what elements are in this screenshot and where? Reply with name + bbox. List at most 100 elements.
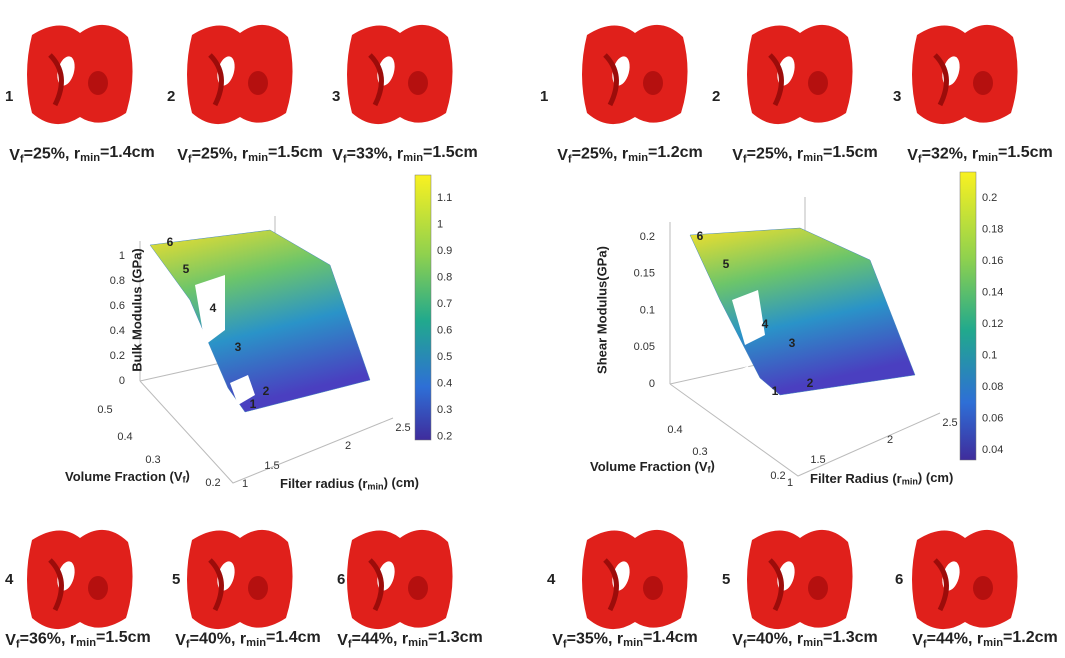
x-tick-label: 0.4	[667, 424, 682, 436]
image-number: 6	[337, 571, 345, 588]
image-caption: Vf=44%, rmin=1.2cm	[912, 629, 1058, 650]
image-caption: Vf=32%, rmin=1.5cm	[907, 144, 1053, 165]
surface-hole	[195, 275, 225, 345]
image-caption: Vf=25%, rmin=1.2cm	[557, 144, 703, 165]
text-segment: Filter Radius (r	[810, 471, 902, 486]
structure-body	[187, 529, 293, 630]
z-tick-label: 0	[649, 378, 655, 390]
structure-shade	[768, 558, 784, 612]
image-caption: Vf=40%, rmin=1.4cm	[175, 629, 321, 650]
structure-hole	[248, 71, 268, 95]
text-segment: =1.4cm	[643, 629, 698, 646]
text-segment: =25%, r	[747, 146, 803, 163]
image-number: 6	[895, 571, 903, 588]
z-tick-label: 0.2	[640, 231, 655, 243]
subscript: f	[188, 153, 192, 165]
subscript: min	[248, 152, 268, 164]
structure-image	[912, 529, 1018, 630]
structure-image	[187, 529, 293, 630]
structure-shade	[48, 558, 64, 612]
structure-image	[187, 24, 293, 125]
structure-body	[27, 24, 133, 125]
colorbar-tick-label: 0.08	[982, 381, 1003, 393]
structure-shade	[48, 53, 64, 107]
text-segment: =1.5cm	[998, 144, 1053, 161]
colorbar-tick-label: 0.14	[982, 286, 1003, 298]
subscript: min	[76, 637, 96, 649]
text-segment: =44%, r	[927, 631, 983, 648]
x-tick-label: 0.5	[97, 404, 112, 416]
subscript: f	[348, 638, 352, 650]
structure-hole	[808, 576, 828, 600]
subscript: f	[183, 475, 187, 485]
text-segment: V	[175, 632, 186, 649]
structure-body	[912, 529, 1018, 630]
y-tick-label: 1.5	[264, 460, 279, 472]
structure-body	[27, 529, 133, 630]
point-label: 1	[250, 397, 257, 411]
text-segment: Filter radius (r	[280, 476, 367, 491]
surface	[149, 229, 371, 413]
text-segment: V	[557, 147, 568, 164]
subscript: f	[743, 153, 747, 165]
colorbar-tick-label: 0.16	[982, 255, 1003, 267]
structure-shade	[603, 558, 619, 612]
y-tick-label: 2.5	[395, 422, 410, 434]
structure-body	[747, 529, 853, 630]
z-tick-label: 0.4	[110, 325, 125, 337]
image-number: 1	[540, 88, 548, 105]
subscript: f	[918, 153, 922, 165]
text-segment: =1.4cm	[100, 144, 155, 161]
point-label: 6	[167, 235, 174, 249]
structure-image	[582, 529, 688, 630]
image-caption: Vf=40%, rmin=1.3cm	[732, 629, 878, 650]
subscript: f	[563, 638, 567, 650]
structure-hole	[808, 71, 828, 95]
subscript: min	[628, 152, 648, 164]
structure-body	[582, 529, 688, 630]
image-caption: Vf=25%, rmin=1.5cm	[177, 144, 323, 165]
subscript: min	[803, 152, 823, 164]
structure-shade	[208, 53, 224, 107]
structure-shade	[208, 558, 224, 612]
x-tick-label: 0.4	[117, 431, 132, 443]
point-label: 4	[210, 301, 217, 315]
structure-shade	[933, 558, 949, 612]
colorbar-tick-label: 0.2	[437, 430, 452, 442]
image-caption: Vf=44%, rmin=1.3cm	[337, 629, 483, 650]
point-label: 3	[789, 336, 796, 350]
image-caption: Vf=33%, rmin=1.5cm	[332, 144, 478, 165]
structure-image	[27, 529, 133, 630]
structure-hole	[973, 576, 993, 600]
surface-hole	[230, 375, 255, 405]
image-number: 3	[332, 88, 340, 105]
text-segment: )	[711, 458, 715, 473]
text-segment: =35%, r	[567, 631, 623, 648]
image-caption: Vf=35%, rmin=1.4cm	[552, 629, 698, 650]
structure-shade	[368, 558, 384, 612]
point-label: 5	[723, 257, 730, 271]
colorbar-tick-label: 0.9	[437, 245, 452, 257]
text-segment: Volume Fraction (V	[65, 469, 183, 484]
z-tick-label: 0.2	[110, 350, 125, 362]
text-segment: V	[732, 147, 743, 164]
text-segment: )	[186, 468, 190, 483]
structure-image	[747, 24, 853, 125]
text-segment: V	[907, 147, 918, 164]
subscript: min	[983, 637, 1003, 649]
point-label: 4	[762, 317, 769, 331]
image-caption: Vf=25%, rmin=1.4cm	[9, 144, 155, 165]
text-segment: =1.2cm	[648, 144, 703, 161]
subscript: f	[186, 638, 190, 650]
structure-shade	[933, 53, 949, 107]
text-segment: V	[177, 147, 188, 164]
colorbar	[414, 174, 432, 441]
text-segment: =44%, r	[352, 631, 408, 648]
structure-image	[747, 529, 853, 630]
text-segment: V	[337, 632, 348, 649]
structure-shade	[368, 53, 384, 107]
colorbar-tick-label: 0.12	[982, 318, 1003, 330]
structure-body	[187, 24, 293, 125]
text-segment: =40%, r	[747, 631, 803, 648]
image-number: 4	[5, 571, 14, 588]
